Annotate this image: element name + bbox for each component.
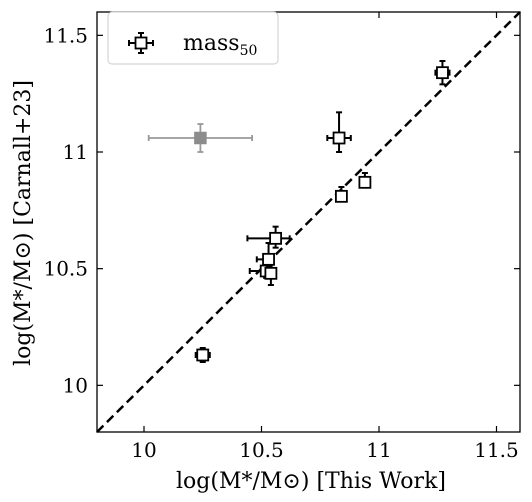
data-point bbox=[194, 347, 211, 363]
data-point bbox=[326, 111, 352, 153]
y-tick-label: 10 bbox=[63, 373, 88, 397]
data-point-gray bbox=[147, 123, 254, 153]
legend-series-subscript: 50 bbox=[240, 43, 258, 59]
data-point-marker bbox=[134, 36, 148, 50]
x-tick-label: 10.5 bbox=[239, 438, 284, 462]
data-point bbox=[264, 266, 278, 286]
axis-ticks bbox=[97, 12, 520, 432]
data-point-marker bbox=[332, 131, 346, 145]
data-point bbox=[334, 186, 348, 203]
x-tick-label: 10 bbox=[131, 438, 156, 462]
y-axis-label: log(M*/M⊙) [Carnall+23] bbox=[11, 80, 36, 366]
legend-label: mass50 bbox=[183, 31, 257, 59]
data-point-marker bbox=[264, 266, 278, 280]
data-point-marker bbox=[334, 189, 348, 203]
data-point bbox=[246, 225, 291, 249]
y-tick-label: 11 bbox=[63, 140, 88, 164]
data-point bbox=[358, 172, 372, 189]
x-axis-label: log(M*/M⊙) [This Work] bbox=[176, 469, 446, 494]
data-point bbox=[434, 60, 451, 86]
legend-marker bbox=[128, 32, 154, 54]
plot-frame bbox=[96, 11, 521, 433]
x-tick-label: 11 bbox=[366, 438, 391, 462]
data-points bbox=[147, 60, 451, 363]
data-point-marker bbox=[436, 66, 449, 80]
data-point bbox=[255, 242, 275, 268]
data-point-marker bbox=[262, 252, 275, 266]
x-tick-label: 11.5 bbox=[474, 438, 519, 462]
data-point-marker bbox=[196, 348, 210, 362]
legend: mass50 bbox=[107, 11, 279, 65]
legend-box bbox=[107, 11, 279, 65]
data-point-marker bbox=[358, 175, 372, 189]
y-tick-label: 10.5 bbox=[43, 257, 88, 281]
y-tick-label: 11.5 bbox=[43, 23, 88, 47]
legend-marker-symbol bbox=[128, 32, 154, 54]
data-point-marker bbox=[194, 131, 207, 145]
one-to-one-line bbox=[96, 11, 521, 433]
tick-labels: 10 10.5 11 11.5 10 10.5 11 11.5 bbox=[43, 23, 518, 462]
data-point-marker bbox=[269, 231, 283, 245]
legend-series-name: mass bbox=[183, 31, 240, 56]
